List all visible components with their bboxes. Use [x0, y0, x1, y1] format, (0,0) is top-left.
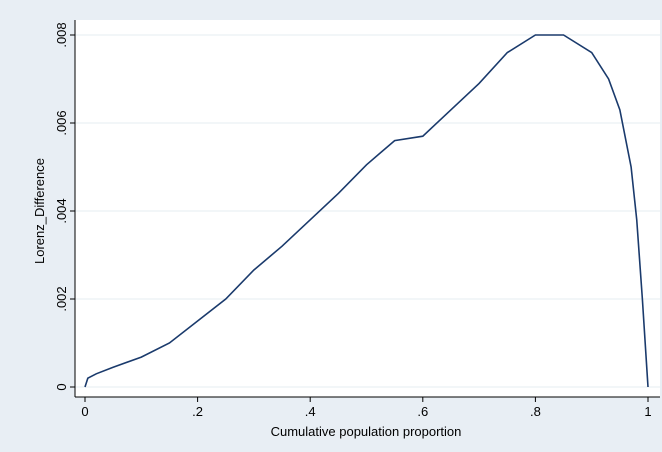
y-tick-label: .006 [54, 110, 69, 135]
y-tick-label: 0 [54, 383, 69, 390]
x-tick-label: .6 [417, 404, 428, 419]
plot-area [75, 20, 660, 397]
y-tick-label: .002 [54, 286, 69, 311]
y-tick-label: .004 [54, 198, 69, 223]
y-axis-label: Lorenz_Difference [32, 158, 47, 264]
x-tick-label: .4 [305, 404, 316, 419]
y-tick-label: .008 [54, 22, 69, 47]
x-tick-label: 1 [644, 404, 651, 419]
x-tick-label: 0 [81, 404, 88, 419]
x-tick-label: .2 [192, 404, 203, 419]
x-tick-label: .8 [530, 404, 541, 419]
x-axis-label: Cumulative population proportion [271, 424, 462, 439]
data-line [84, 34, 649, 388]
